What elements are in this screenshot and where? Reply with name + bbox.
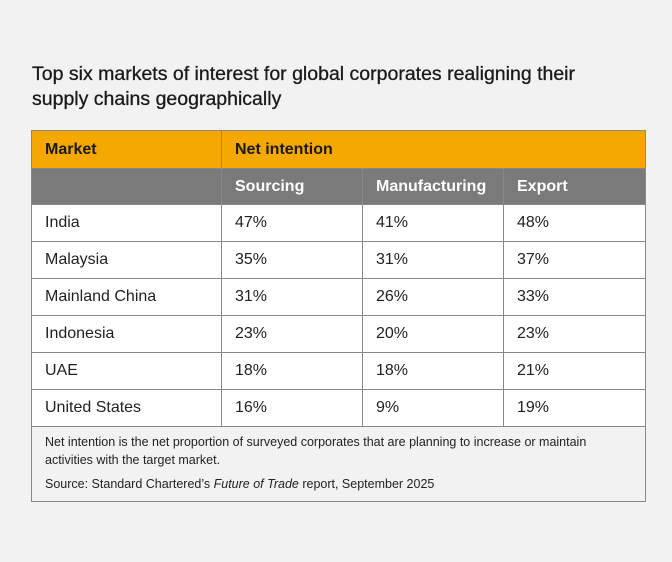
table-row: Mainland China 31% 26% 33%: [31, 278, 647, 316]
column-header-sourcing: Sourcing: [221, 168, 363, 205]
manufacturing-cell: 26%: [362, 278, 504, 316]
table-row: UAE 18% 18% 21%: [31, 352, 647, 390]
table-row: United States 16% 9% 19%: [31, 389, 647, 427]
source-suffix: report, September 2025: [298, 477, 435, 491]
market-cell: United States: [31, 389, 222, 427]
sourcing-cell: 35%: [221, 241, 363, 279]
market-cell: Malaysia: [31, 241, 222, 279]
sourcing-cell: 47%: [221, 204, 363, 242]
column-subheader-empty: [31, 168, 222, 205]
source-prefix: Source: Standard Chartered’s: [45, 477, 214, 491]
source-note: Source: Standard Chartered’s Future of T…: [45, 475, 633, 493]
table-subheader-row: Sourcing Manufacturing Export: [31, 168, 647, 205]
manufacturing-cell: 41%: [362, 204, 504, 242]
table-header-row: Market Net intention: [31, 130, 647, 169]
table-notes: Net intention is the net proportion of s…: [30, 426, 647, 502]
market-cell: Indonesia: [31, 315, 222, 353]
column-header-manufacturing: Manufacturing: [362, 168, 504, 205]
table-row: Malaysia 35% 31% 37%: [31, 241, 647, 279]
sourcing-cell: 23%: [221, 315, 363, 353]
market-cell: Mainland China: [31, 278, 222, 316]
export-cell: 21%: [502, 352, 647, 390]
sourcing-cell: 18%: [221, 352, 363, 390]
market-cell: UAE: [31, 352, 222, 390]
manufacturing-cell: 31%: [362, 241, 504, 279]
export-cell: 37%: [502, 241, 647, 279]
column-header-export: Export: [502, 168, 647, 205]
market-cell: India: [31, 204, 222, 242]
definition-note: Net intention is the net proportion of s…: [45, 435, 587, 467]
table-notes-row: Net intention is the net proportion of s…: [30, 426, 647, 502]
export-cell: 33%: [502, 278, 647, 316]
manufacturing-cell: 18%: [362, 352, 504, 390]
sourcing-cell: 16%: [221, 389, 363, 427]
export-cell: 48%: [502, 204, 647, 242]
table-row: Indonesia 23% 20% 23%: [31, 315, 647, 353]
column-header-net-intention: Net intention: [220, 130, 647, 169]
export-cell: 23%: [502, 315, 647, 353]
column-header-market: Market: [31, 130, 222, 169]
manufacturing-cell: 9%: [362, 389, 504, 427]
export-cell: 19%: [502, 389, 647, 427]
source-report-title: Future of Trade: [213, 477, 299, 491]
sourcing-cell: 31%: [221, 278, 363, 316]
markets-table: Market Net intention Sourcing Manufactur…: [30, 130, 647, 502]
manufacturing-cell: 20%: [362, 315, 504, 353]
table-row: India 47% 41% 48%: [31, 204, 647, 242]
page-title: Top six markets of interest for global c…: [32, 63, 576, 110]
